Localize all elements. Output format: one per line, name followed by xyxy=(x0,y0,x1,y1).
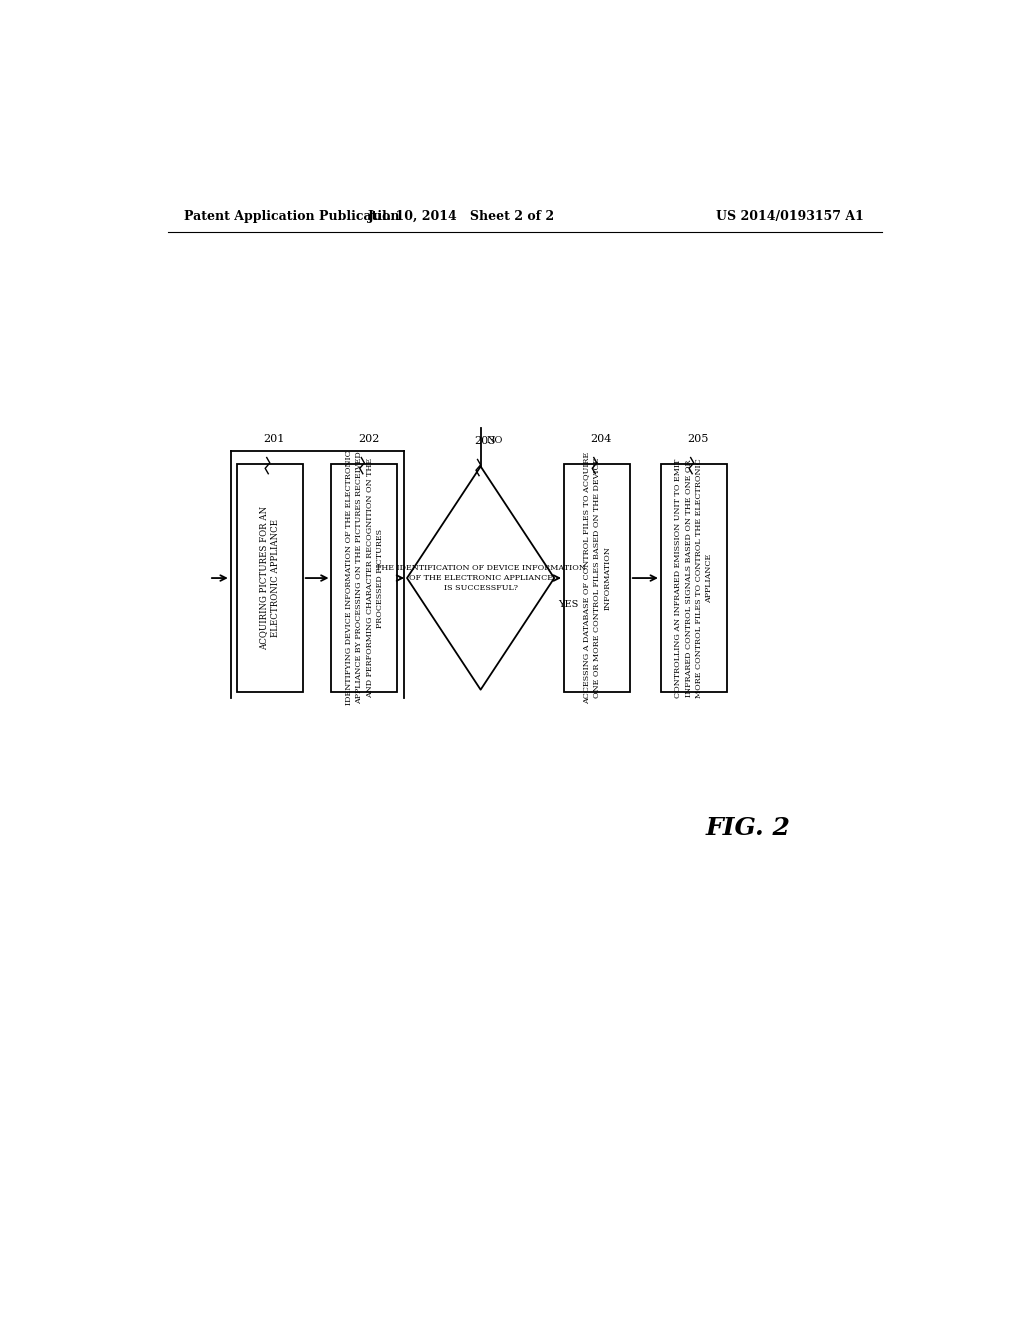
Text: NO: NO xyxy=(486,436,503,445)
Text: YES: YES xyxy=(558,599,579,609)
Text: Patent Application Publication: Patent Application Publication xyxy=(183,210,399,223)
Text: US 2014/0193157 A1: US 2014/0193157 A1 xyxy=(717,210,864,223)
Bar xyxy=(332,465,397,692)
Text: 202: 202 xyxy=(358,434,380,444)
Bar xyxy=(564,465,630,692)
Text: ACCESSING A DATABASE OF CONTROL FILES TO ACQUIRE
ONE OR MORE CONTROL FILES BASED: ACCESSING A DATABASE OF CONTROL FILES TO… xyxy=(583,451,611,704)
Bar xyxy=(660,465,727,692)
Text: CONTROLLING AN INFRARED EMISSION UNIT TO EMIT
INFRARED CONTROL SIGNALS BASED ON : CONTROLLING AN INFRARED EMISSION UNIT TO… xyxy=(674,458,714,698)
Text: 204: 204 xyxy=(591,434,612,444)
Text: FIG. 2: FIG. 2 xyxy=(706,816,791,841)
Text: 201: 201 xyxy=(263,434,285,444)
Text: IDENTIFYING DEVICE INFORMATION OF THE ELECTRONIC
APPLIANCE BY PROCESSING ON THE : IDENTIFYING DEVICE INFORMATION OF THE EL… xyxy=(345,450,384,705)
Text: Jul. 10, 2014   Sheet 2 of 2: Jul. 10, 2014 Sheet 2 of 2 xyxy=(368,210,555,223)
Text: ACQUIRING PICTURES FOR AN
ELECTRONIC APPLIANCE: ACQUIRING PICTURES FOR AN ELECTRONIC APP… xyxy=(259,506,281,651)
Text: THE IDENTIFICATION OF DEVICE INFORMATION
OF THE ELECTRONIC APPLIANCE
IS SUCCESSF: THE IDENTIFICATION OF DEVICE INFORMATION… xyxy=(376,564,586,593)
Bar xyxy=(237,465,303,692)
Text: 205: 205 xyxy=(687,434,709,444)
Text: 203: 203 xyxy=(474,436,496,446)
